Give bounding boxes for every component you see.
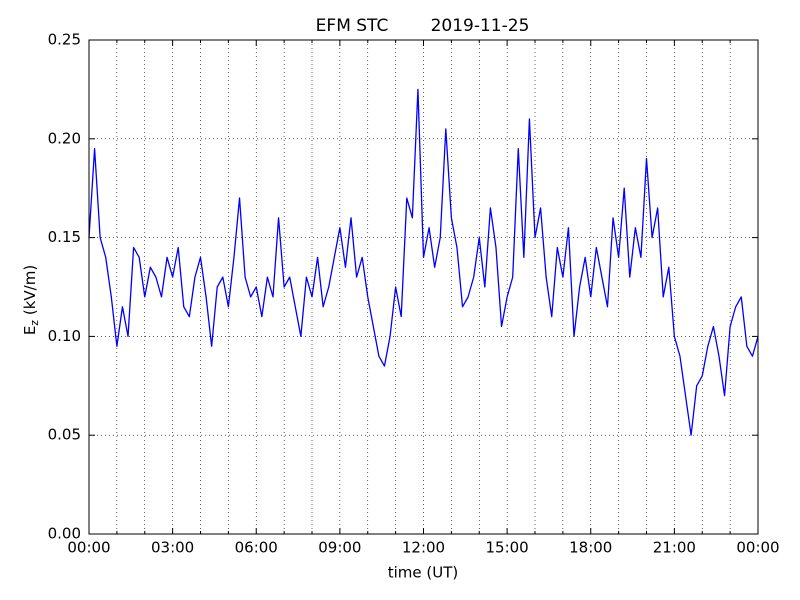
- data-line: [88, 88, 759, 436]
- y-label-rest: (kV/m): [21, 265, 39, 320]
- y-tick-label: 0.15: [48, 228, 81, 246]
- x-tick-label: 00:00: [736, 539, 779, 557]
- y-label-base: E: [21, 326, 39, 335]
- x-tick-label: 03:00: [151, 539, 194, 557]
- x-tick-label: 21:00: [653, 539, 696, 557]
- y-tick-label: 0.05: [48, 426, 81, 444]
- y-label-sub: z: [28, 320, 41, 326]
- plot-frame: [88, 39, 759, 535]
- x-tick-label: 00:00: [67, 539, 110, 557]
- x-tick-label: 09:00: [318, 539, 361, 557]
- y-tick-label: 0.20: [48, 129, 81, 147]
- x-tick-label: 12:00: [402, 539, 445, 557]
- chart-date: 2019-11-25: [431, 16, 530, 36]
- x-tick-label: 18:00: [569, 539, 612, 557]
- chart-title: EFM STC: [316, 16, 389, 36]
- y-tick-label: 0.10: [48, 327, 81, 345]
- x-axis-label: time (UT): [388, 564, 459, 582]
- y-tick-label: 0.25: [48, 31, 81, 49]
- x-tick-label: 06:00: [235, 539, 278, 557]
- x-tick-label: 15:00: [486, 539, 529, 557]
- y-axis-label: Ez (kV/m): [21, 265, 42, 335]
- y-tick-label: 0.00: [48, 525, 81, 543]
